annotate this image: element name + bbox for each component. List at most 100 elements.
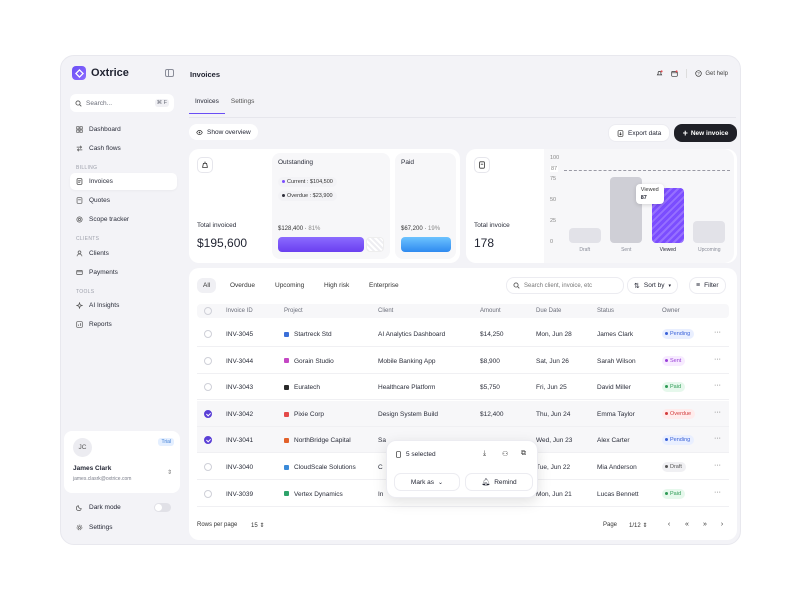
select-all-checkbox[interactable]: [204, 307, 212, 315]
sidebar-item-ai-insights[interactable]: AI Insights: [70, 297, 177, 314]
more-icon[interactable]: ···: [714, 329, 721, 336]
column-header[interactable]: Project: [284, 308, 303, 314]
column-header[interactable]: Owner: [662, 308, 680, 314]
column-header[interactable]: Amount: [480, 308, 501, 314]
sidebar-item-reports[interactable]: Reports: [70, 316, 177, 333]
gear-icon: [76, 524, 83, 530]
sidebar-item-cash-flows[interactable]: Cash flows: [70, 140, 177, 157]
calendar-icon[interactable]: [671, 70, 678, 77]
table-row[interactable]: INV-3045 Startreck Std AI Analytics Dashbo…: [197, 321, 729, 347]
column-header[interactable]: Client: [378, 308, 394, 314]
prev-page-icon[interactable]: ‹: [667, 521, 671, 528]
sidebar-item-clients[interactable]: Clients: [70, 245, 177, 262]
column-header[interactable]: Invoice ID: [226, 308, 253, 314]
chart-bar[interactable]: [693, 221, 726, 243]
filter-enterprise[interactable]: Enterprise: [369, 282, 399, 289]
invoice-id[interactable]: INV-3044: [226, 357, 254, 365]
invoice-id[interactable]: INV-3042: [226, 410, 254, 418]
show-overview-button[interactable]: Show overview: [189, 124, 258, 140]
table-row[interactable]: INV-3043 Euratech Healthcare Platform $5,75…: [197, 374, 729, 401]
current-chip: Current : $104,500: [278, 177, 337, 187]
status-bar-chart: 100 75 50 25 0 87 Draft Sent Viewed Viewed 87 Upcom…: [544, 149, 734, 263]
filter-high-risk[interactable]: High risk: [324, 282, 350, 289]
last-page-icon[interactable]: »: [703, 521, 707, 528]
sidebar-collapse-icon[interactable]: [165, 69, 174, 77]
sort-button[interactable]: ⇅ Sort by ▾: [627, 277, 678, 294]
filter-button[interactable]: ≡ Filter: [689, 277, 726, 294]
more-icon[interactable]: ···: [714, 435, 721, 443]
copy-icon[interactable]: ⧉: [521, 450, 526, 457]
overdue-text: Overdue : $23,900: [287, 193, 333, 199]
new-invoice-button[interactable]: + New invoice: [674, 124, 737, 142]
row-checkbox[interactable]: [204, 383, 212, 392]
column-header[interactable]: Status: [597, 308, 615, 314]
status-label: Sent: [670, 357, 682, 364]
filter-all[interactable]: All: [197, 278, 217, 293]
table-row[interactable]: INV-3044 Gorain Studio Mobile Banking App $…: [197, 348, 729, 374]
reference-line: [564, 169, 730, 171]
row-checkbox[interactable]: [204, 409, 212, 418]
more-icon[interactable]: ···: [714, 355, 721, 363]
summary-card: Total invoiced $195,600 Outstanding Curr…: [189, 149, 460, 263]
owner-name: Sarah Wilson: [597, 357, 636, 365]
table-row[interactable]: INV-3042 Pixie Corp Design System Build $12…: [197, 400, 729, 427]
brand[interactable]: Oxtrice: [72, 66, 129, 80]
assign-user-icon[interactable]: ⚇: [502, 451, 509, 458]
notification-icon[interactable]: [656, 70, 663, 77]
invoice-id[interactable]: INV-3040: [226, 464, 254, 471]
filter-overdue[interactable]: Overdue: [230, 282, 255, 289]
sort-icon: ⇅: [634, 282, 640, 290]
sidebar-item-invoices[interactable]: Invoices: [70, 173, 177, 190]
tab-settings[interactable]: Settings: [230, 98, 255, 105]
paid-value: $67,200 · 19%: [401, 226, 441, 232]
help-button[interactable]: ? Get help: [695, 70, 728, 77]
user-card[interactable]: JC Trial James Clark james.clasrk@oxtric…: [64, 431, 180, 493]
export-button[interactable]: Export data: [608, 124, 671, 142]
remind-button[interactable]: 🔔︎ Remind: [465, 473, 533, 491]
table-search-input[interactable]: Search client, invoice, etc: [506, 277, 624, 294]
row-checkbox[interactable]: [204, 463, 212, 471]
tab-invoices[interactable]: Invoices: [189, 94, 225, 114]
sidebar-item-settings[interactable]: Settings: [70, 519, 177, 535]
owner-name: Lucas Bennett: [597, 490, 639, 498]
more-icon[interactable]: ···: [714, 382, 721, 390]
sidebar-item-dashboard[interactable]: Dashboard: [70, 121, 177, 138]
search-input[interactable]: Search... ⌘ F: [70, 94, 174, 112]
row-checkbox[interactable]: [204, 356, 212, 365]
client-name: Sa: [378, 437, 386, 445]
next-page-icon[interactable]: ›: [720, 521, 724, 528]
mark-as-button[interactable]: Mark as ⌄: [394, 473, 460, 491]
download-icon[interactable]: ⤓: [483, 450, 487, 457]
more-icon[interactable]: ···: [714, 462, 721, 469]
search-placeholder: Search...: [86, 99, 113, 107]
page-select[interactable]: 1/12 ⇕: [629, 523, 648, 529]
sidebar-item-scope-tracker[interactable]: Scope tracker: [70, 211, 177, 228]
current-dot: [282, 180, 285, 184]
invoice-id[interactable]: INV-3043: [226, 384, 254, 392]
invoice-id[interactable]: INV-3045: [226, 331, 254, 338]
table-row[interactable]: INV-3039 Vertex Dynamics In Mon, Jun 21 Luca…: [197, 481, 729, 507]
chart-bar[interactable]: [568, 227, 601, 243]
filter-upcoming[interactable]: Upcoming: [275, 282, 305, 289]
sidebar-item-payments[interactable]: Payments: [70, 264, 177, 281]
dark-mode-toggle[interactable]: [154, 502, 171, 512]
row-checkbox[interactable]: [204, 436, 212, 445]
row-checkbox[interactable]: [204, 489, 212, 498]
rows-per-page-select[interactable]: 15 ⇕: [251, 523, 265, 529]
more-icon[interactable]: ···: [714, 488, 721, 496]
invoice-id[interactable]: INV-3041: [226, 437, 254, 445]
due-date: Wed, Jun 23: [536, 437, 573, 445]
outstanding-remaining-bar: [366, 237, 384, 252]
column-header[interactable]: Due Date: [536, 308, 562, 314]
first-page-icon[interactable]: «: [685, 521, 689, 528]
invoice-id[interactable]: INV-3039: [226, 490, 254, 498]
more-icon[interactable]: ···: [714, 408, 721, 416]
row-checkbox[interactable]: [204, 330, 212, 338]
chevron-updown-icon[interactable]: ⇕: [166, 470, 172, 476]
amount: $12,400: [480, 410, 504, 418]
project-cell: Euratech: [284, 384, 320, 391]
y-tick-label: 75: [550, 176, 557, 182]
logo-icon: [72, 66, 86, 80]
sidebar-item-quotes[interactable]: Quotes: [70, 192, 177, 209]
owner-name: James Clark: [597, 331, 634, 338]
